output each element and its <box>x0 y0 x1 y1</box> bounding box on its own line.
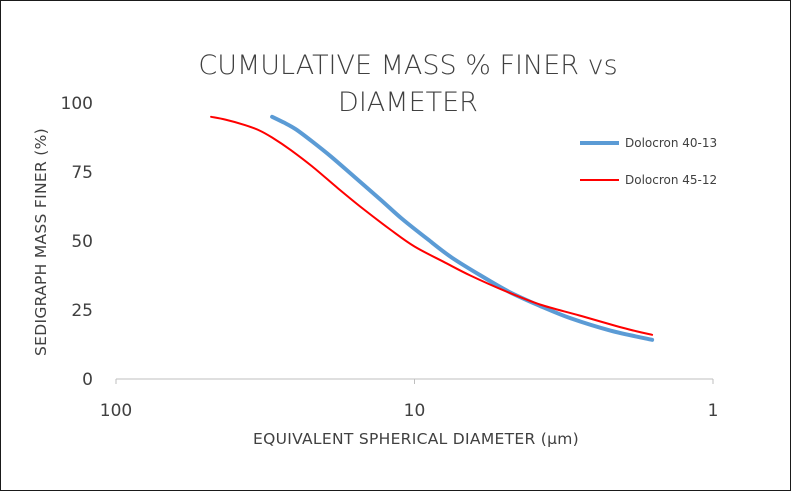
legend-label: Dolocron 45-12 <box>625 173 717 187</box>
x-axis-label: EQUIVALENT SPHERICAL DIAMETER (µm) <box>253 430 579 448</box>
x-axis-ticks: 100 10 1 <box>100 379 719 421</box>
x-tick-label: 1 <box>708 401 719 421</box>
y-tick-label: 50 <box>71 232 93 252</box>
series-line-1 <box>270 114 655 342</box>
y-axis-label: SEDIGRAPH MASS FINER (%) <box>32 128 50 356</box>
chart-title-line-2: DIAMETER <box>338 87 478 118</box>
y-tick-label: 75 <box>71 163 93 183</box>
y-tick-label: 25 <box>71 301 93 321</box>
y-axis-ticks: 0 25 50 75 100 <box>61 94 93 390</box>
legend: Dolocron 40-13 Dolocron 45-12 <box>580 136 717 187</box>
series-line-2 <box>210 115 654 336</box>
plot-area <box>210 114 655 342</box>
y-tick-label: 0 <box>82 370 93 390</box>
chart-title-line-1: CUMULATIVE MASS % FINER vs <box>198 50 617 81</box>
y-tick-label: 100 <box>61 94 93 114</box>
legend-label: Dolocron 40-13 <box>625 136 717 150</box>
x-tick-label: 100 <box>100 401 132 421</box>
x-tick-label: 10 <box>404 401 426 421</box>
